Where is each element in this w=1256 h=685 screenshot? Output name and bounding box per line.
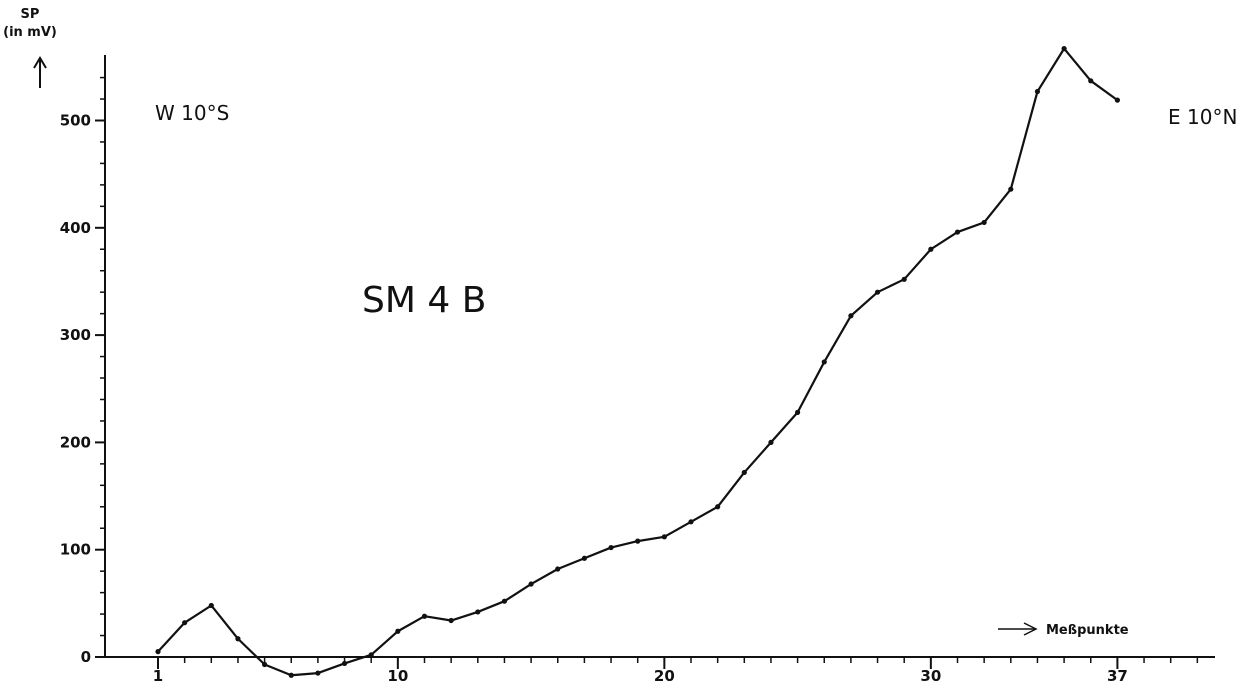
data-point <box>528 581 534 587</box>
data-point <box>235 636 241 642</box>
y-tick-label: 100 <box>60 541 91 559</box>
data-point <box>315 670 321 676</box>
data-point <box>981 219 987 226</box>
data-point <box>475 609 481 615</box>
data-point <box>954 229 961 235</box>
y-tick-label: 300 <box>60 326 91 344</box>
x-axis-arrow-icon <box>998 622 1038 636</box>
series <box>155 46 1120 678</box>
data-point <box>1034 88 1041 95</box>
data-point <box>341 660 348 667</box>
y-axis-label-bottom: (in mV) <box>3 25 57 40</box>
x-tick-label: 30 <box>920 667 941 685</box>
data-point <box>288 672 294 678</box>
data-point <box>848 313 854 319</box>
data-point <box>608 544 614 551</box>
ticks: 0 100 200 300 400 500 1 10 20 30 37 <box>60 76 1199 685</box>
chart-title: SM 4 B <box>362 280 486 321</box>
data-point <box>1008 186 1014 192</box>
data-point <box>688 519 694 525</box>
data-point <box>208 602 214 609</box>
y-axis-label-top: SP <box>21 7 40 22</box>
data-point <box>368 652 374 658</box>
data-point <box>874 289 881 295</box>
x-axis-label: Meßpunkte <box>1046 623 1129 638</box>
data-point <box>635 538 641 544</box>
data-point <box>1061 46 1067 52</box>
data-point <box>1114 97 1120 103</box>
x-tick-label: 20 <box>654 667 675 685</box>
data-point <box>155 649 161 655</box>
x-tick-label: 1 <box>153 667 163 685</box>
y-tick-label: 200 <box>60 433 91 451</box>
axes <box>104 55 1215 658</box>
data-point <box>901 276 907 282</box>
data-point <box>821 359 827 365</box>
x-tick-label: 10 <box>387 667 408 685</box>
y-tick-label: 0 <box>81 648 91 666</box>
data-point <box>555 566 561 572</box>
y-tick-label: 500 <box>60 112 91 130</box>
data-point <box>795 409 801 415</box>
y-tick-label: 400 <box>60 219 91 237</box>
data-point <box>741 469 747 476</box>
data-point <box>421 613 428 619</box>
data-point <box>501 598 508 604</box>
x-tick-label: 37 <box>1107 667 1128 685</box>
west-direction-label: W 10°S <box>155 101 229 125</box>
series-line <box>157 47 1119 677</box>
data-point <box>448 617 454 624</box>
data-point <box>182 620 188 626</box>
data-point <box>581 555 588 561</box>
data-point <box>262 661 268 668</box>
data-point <box>768 439 774 445</box>
data-point <box>1088 78 1094 84</box>
data-point <box>395 628 401 634</box>
data-point <box>715 504 721 510</box>
east-direction-label: E 10°N <box>1168 105 1237 129</box>
y-axis-arrow-icon <box>33 56 47 88</box>
data-point <box>661 534 667 540</box>
data-point <box>928 246 934 252</box>
